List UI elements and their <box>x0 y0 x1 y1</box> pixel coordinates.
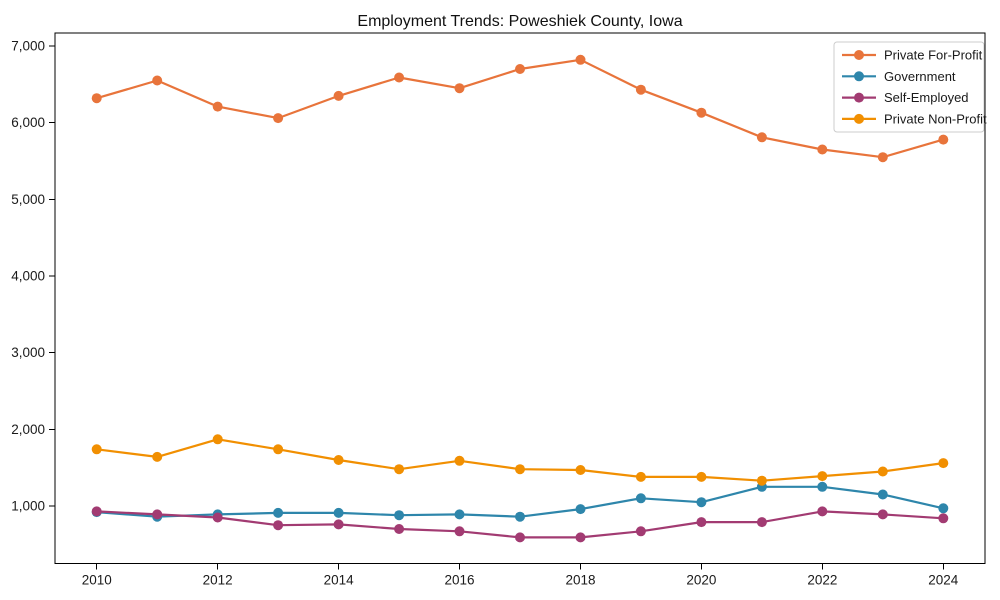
series-marker-self-employed <box>394 524 405 534</box>
series-marker-self-employed <box>91 506 102 517</box>
series-marker-self-employed <box>877 509 888 520</box>
series-marker-private-for-profit <box>696 107 707 118</box>
x-tick-label: 2022 <box>807 573 837 588</box>
series-line-private-for-profit <box>95 58 945 159</box>
series-marker-private-for-profit <box>575 54 586 65</box>
legend-marker-private-non-profit <box>854 113 864 124</box>
series-marker-private-for-profit <box>817 144 828 155</box>
y-tick-label: 3,000 <box>11 345 45 360</box>
series-marker-government <box>877 489 888 500</box>
x-tick-label: 2010 <box>82 573 112 588</box>
series-marker-private-for-profit <box>756 132 767 143</box>
y-tick-label: 4,000 <box>11 269 45 284</box>
plot-frame <box>54 32 986 564</box>
legend-label-government: Government <box>884 69 956 84</box>
series-marker-private-non-profit <box>877 466 888 477</box>
series-marker-private-non-profit <box>152 451 163 462</box>
series-marker-government <box>696 497 707 508</box>
series-marker-self-employed <box>212 512 223 523</box>
series-marker-private-non-profit <box>394 464 405 475</box>
series-marker-private-non-profit <box>273 444 284 455</box>
x-tick-label: 2024 <box>928 573 959 588</box>
y-tick-label: 7,000 <box>11 39 45 54</box>
chart-title: Employment Trends: Poweshiek County, Iow… <box>357 13 683 30</box>
series-marker-private-non-profit <box>454 455 465 466</box>
x-tick-label: 2014 <box>324 573 355 588</box>
x-tick-label: 2012 <box>203 573 233 588</box>
series-marker-private-for-profit <box>91 93 102 104</box>
series-marker-private-non-profit <box>575 465 586 475</box>
legend-label-private-for-profit: Private For-Profit <box>884 48 983 63</box>
series-marker-private-non-profit <box>333 455 344 465</box>
series-marker-private-non-profit <box>91 444 102 455</box>
series-marker-private-non-profit <box>817 471 828 482</box>
y-tick-label: 2,000 <box>11 422 45 437</box>
series-marker-private-for-profit <box>938 134 949 145</box>
series-marker-private-for-profit <box>877 152 888 163</box>
series-marker-government <box>273 507 284 518</box>
series-marker-self-employed <box>575 532 586 543</box>
series-marker-self-employed <box>333 519 344 530</box>
legend: Private For-Profit Government Self-Employe… <box>833 41 987 133</box>
legend-marker-private-for-profit <box>854 50 864 60</box>
series-line-private-non-profit <box>95 438 945 482</box>
legend-marker-government <box>854 71 864 82</box>
x-tick-label: 2016 <box>445 573 475 588</box>
series-marker-self-employed <box>454 526 465 537</box>
series-marker-private-for-profit <box>273 113 284 124</box>
legend-label-self-employed: Self-Employed <box>884 90 969 105</box>
legend-marker-self-employed <box>854 92 864 103</box>
series-marker-government <box>515 511 525 522</box>
series-marker-private-for-profit <box>515 64 525 74</box>
series-marker-self-employed <box>635 526 646 537</box>
series-marker-private-for-profit <box>394 72 405 83</box>
y-tick-label: 1,000 <box>11 499 45 514</box>
series-marker-private-for-profit <box>152 75 163 86</box>
series-marker-private-non-profit <box>696 471 707 482</box>
legend-frame <box>833 41 985 133</box>
legend-label-private-non-profit: Private Non-Profit <box>884 112 987 127</box>
y-tick-label: 5,000 <box>11 192 45 207</box>
x-tick-label: 2018 <box>565 573 595 588</box>
series-marker-self-employed <box>152 509 163 520</box>
series-marker-private-for-profit <box>454 83 465 94</box>
series-marker-self-employed <box>938 513 949 524</box>
series-marker-self-employed <box>696 517 707 528</box>
series-marker-government <box>635 493 646 504</box>
series-marker-private-non-profit <box>635 471 646 482</box>
series-marker-private-non-profit <box>515 464 525 475</box>
series-marker-government <box>333 507 344 518</box>
series-marker-private-non-profit <box>212 434 223 445</box>
series-marker-private-for-profit <box>212 101 223 112</box>
y-tick-label: 6,000 <box>11 115 45 130</box>
series-marker-self-employed <box>756 517 767 528</box>
series-marker-private-non-profit <box>756 475 767 486</box>
series-marker-private-for-profit <box>333 90 344 101</box>
series-marker-government <box>394 510 405 521</box>
series-marker-government <box>454 509 465 520</box>
x-tick-label: 2020 <box>686 573 716 588</box>
series-marker-self-employed <box>273 520 284 531</box>
series-marker-private-non-profit <box>938 458 949 469</box>
series-marker-self-employed <box>817 506 828 517</box>
series-marker-private-for-profit <box>635 84 646 95</box>
series-marker-self-employed <box>515 532 525 543</box>
series-marker-government <box>817 481 828 492</box>
series-marker-government <box>938 503 949 514</box>
series-marker-government <box>575 504 586 515</box>
